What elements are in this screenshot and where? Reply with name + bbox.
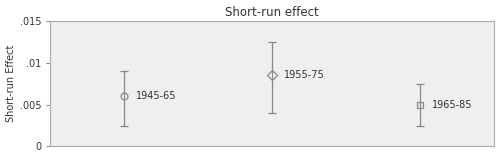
Text: 1965-85: 1965-85 (432, 100, 473, 110)
Text: 1955-75: 1955-75 (284, 70, 325, 80)
Y-axis label: Short-run Effect: Short-run Effect (6, 45, 16, 122)
Text: 1945-65: 1945-65 (136, 91, 176, 101)
Title: Short-run effect: Short-run effect (226, 6, 319, 18)
